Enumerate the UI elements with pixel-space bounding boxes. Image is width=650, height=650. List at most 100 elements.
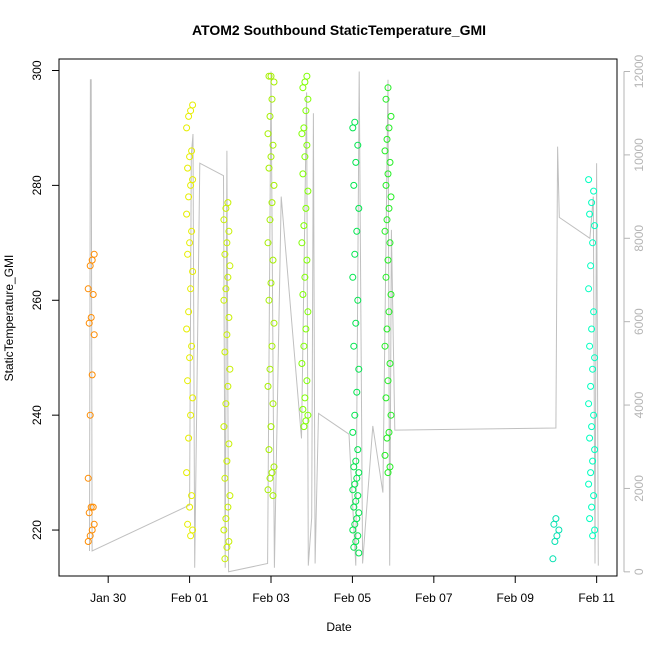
data-point <box>267 279 275 287</box>
data-point <box>381 451 389 459</box>
data-point <box>301 78 309 86</box>
data-point <box>386 239 394 247</box>
y2-tick-label: 0 <box>632 568 646 575</box>
data-point <box>585 176 593 184</box>
data-point <box>354 141 362 149</box>
data-point <box>590 411 598 419</box>
data-point <box>187 181 195 189</box>
data-point <box>269 256 277 264</box>
data-point <box>267 153 275 161</box>
data-point <box>90 331 98 339</box>
data-point <box>355 509 363 517</box>
data-point <box>301 153 309 161</box>
data-point <box>351 250 359 258</box>
data-point <box>353 227 361 235</box>
data-point <box>221 348 229 356</box>
data-point <box>303 256 311 264</box>
data-point <box>386 360 394 367</box>
x-tick-label: Jan 30 <box>90 591 126 605</box>
data-point <box>355 549 363 557</box>
data-point <box>387 291 395 298</box>
data-point <box>300 222 308 230</box>
data-point <box>267 72 275 80</box>
data-point <box>586 434 594 442</box>
x-tick-label: Feb 09 <box>497 591 535 605</box>
data-point <box>303 72 311 80</box>
data-point <box>223 457 231 465</box>
data-point <box>224 273 232 281</box>
data-point <box>385 204 393 212</box>
data-point <box>185 434 193 442</box>
data-point <box>385 308 393 316</box>
y2-tick-label: 10000 <box>632 138 646 172</box>
data-point <box>222 400 230 408</box>
data-point <box>188 147 196 155</box>
data-point <box>89 291 97 298</box>
data-point <box>265 446 273 454</box>
data-point <box>185 112 193 120</box>
data-point <box>265 296 273 304</box>
data-point <box>90 250 98 258</box>
data-point <box>355 469 363 477</box>
data-point <box>270 78 278 86</box>
x-axis-label: Date <box>326 620 352 634</box>
data-point <box>226 492 234 500</box>
data-point <box>184 377 192 385</box>
data-point <box>224 199 232 207</box>
data-point <box>88 371 96 379</box>
data-point <box>184 520 192 528</box>
data-point <box>264 486 272 494</box>
data-point <box>186 503 194 511</box>
data-point <box>591 222 599 230</box>
temperature-points <box>84 72 599 563</box>
y-axis-right: 0 2000 4000 6000 8000 10000 12000 <box>623 55 646 575</box>
y-tick-label: 240 <box>30 405 44 425</box>
data-point <box>225 314 233 321</box>
data-point <box>387 112 395 120</box>
data-point <box>299 84 307 92</box>
data-point <box>382 273 390 281</box>
data-point <box>386 463 394 471</box>
data-point <box>222 515 230 523</box>
data-point <box>223 331 231 339</box>
data-point <box>90 520 98 528</box>
data-point <box>86 411 94 419</box>
data-point <box>587 382 595 390</box>
data-point <box>189 101 197 109</box>
data-point <box>299 405 307 413</box>
data-point <box>184 164 192 172</box>
data-point <box>350 181 358 189</box>
data-point <box>300 342 308 350</box>
data-point <box>304 95 312 103</box>
y2-tick-label: 6000 <box>632 308 646 335</box>
data-point <box>266 365 274 373</box>
data-point <box>84 474 92 482</box>
y2-tick-label: 8000 <box>632 225 646 252</box>
data-point <box>586 342 594 350</box>
data-point <box>189 526 197 534</box>
y2-tick-label: 12000 <box>632 55 646 89</box>
data-point <box>589 239 597 247</box>
data-point <box>587 469 595 477</box>
data-point <box>187 285 195 293</box>
data-point <box>552 515 560 523</box>
data-point <box>585 480 593 488</box>
data-point <box>383 325 391 333</box>
data-point <box>221 250 229 258</box>
data-point <box>385 124 393 132</box>
data-point <box>268 199 276 207</box>
data-point <box>304 308 312 316</box>
data-point <box>269 492 277 500</box>
data-point <box>299 170 307 178</box>
data-point <box>189 394 197 402</box>
data-point <box>350 342 358 350</box>
chart-title: ATOM2 Southbound StaticTemperature_GMI <box>192 22 486 38</box>
data-point <box>221 474 229 482</box>
data-point <box>383 135 391 143</box>
data-point <box>551 538 559 545</box>
data-point <box>351 480 359 488</box>
data-point <box>385 428 393 436</box>
data-point <box>349 273 357 281</box>
data-point <box>264 382 272 390</box>
data-point <box>185 193 193 201</box>
